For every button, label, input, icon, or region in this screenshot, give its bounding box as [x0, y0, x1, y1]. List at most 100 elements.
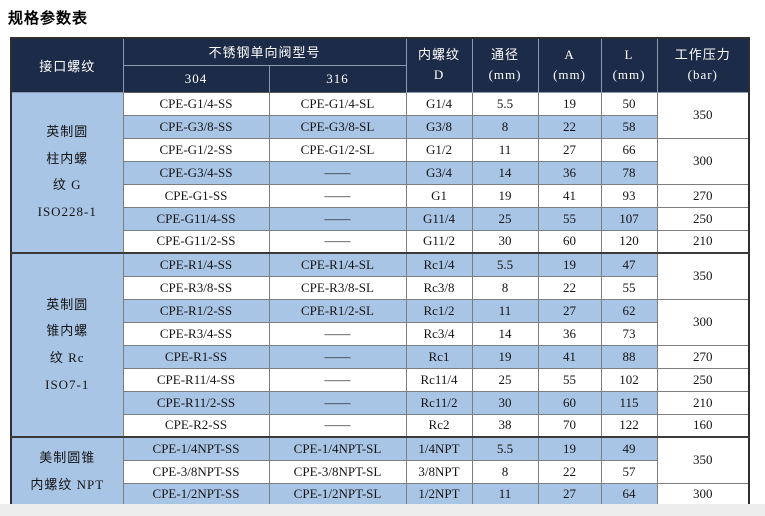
table-row: 英制圆 锥内螺 纹 Rc ISO7-1 CPE-R1/4-SS CPE-R1/4…	[10, 252, 750, 438]
thread-d-cell: G11/2	[405, 229, 473, 254]
dim-a-cell: 27	[537, 298, 602, 323]
dim-l-cell: 122	[600, 413, 658, 438]
pressure-cell: 210	[656, 229, 750, 254]
thread-d-cell: 1/2NPT	[405, 482, 473, 507]
model-304-cell: CPE-G11/2-SS	[122, 229, 270, 254]
model-316-cell: CPE-R3/8-SL	[268, 275, 407, 300]
table-row: CPE-G3/4-SS —— G3/4 14 36 78	[11, 160, 749, 185]
dim-l-cell: 57	[600, 459, 658, 484]
model-304-cell: CPE-R3/8-SS	[122, 275, 270, 300]
thread-d-cell: G1	[405, 183, 473, 208]
dim-l-cell: 58	[600, 114, 658, 139]
header-row-2: 304 316	[11, 64, 749, 93]
table-row: CPE-1/2NPT-SS CPE-1/2NPT-SL 1/2NPT 11 27…	[11, 482, 750, 507]
table-body: 英制圆 柱内螺 纹 G ISO228-1 CPE-G1/4-SS CPE-G1/…	[10, 91, 750, 507]
header-working-pressure: 工作压力 (bar)	[656, 37, 750, 93]
pressure-cell: 210	[656, 390, 750, 415]
model-316-cell: CPE-G1/2-SL	[268, 137, 407, 162]
table-row: CPE-G3/8-SS CPE-G3/8-SL G3/8 8 22 58	[11, 114, 749, 139]
pressure-cell: 270	[656, 183, 750, 208]
bore-cell: 14	[471, 160, 539, 185]
model-316-cell: ——	[268, 160, 407, 185]
thread-d-cell: Rc11/2	[405, 390, 473, 415]
section-label-g: 英制圆 柱内螺 纹 G ISO228-1	[10, 91, 124, 254]
dim-a-cell: 36	[537, 321, 602, 346]
model-304-cell: CPE-1/4NPT-SS	[122, 436, 270, 461]
dim-l-cell: 49	[600, 436, 658, 461]
thread-d-cell: G11/4	[405, 206, 473, 231]
model-316-cell: ——	[268, 344, 407, 369]
dim-l-cell: 120	[600, 229, 658, 254]
header-inner-thread-d: 内螺纹 D	[405, 37, 473, 93]
thread-d-cell: Rc3/8	[405, 275, 473, 300]
thread-d-cell: G3/8	[405, 114, 473, 139]
thread-d-cell: Rc11/4	[405, 367, 473, 392]
bore-cell: 5.5	[471, 91, 539, 116]
model-304-cell: CPE-G1/2-SS	[122, 137, 270, 162]
model-316-cell: ——	[268, 229, 407, 254]
model-316-cell: ——	[268, 367, 407, 392]
pressure-cell: 250	[656, 367, 750, 392]
spec-table: 接口螺纹 不锈钢单向阀型号 内螺纹 D 通径 (mm) A (mm) L (mm…	[10, 37, 751, 507]
model-316-cell: ——	[268, 413, 407, 438]
dim-a-cell: 19	[537, 436, 602, 461]
bore-cell: 11	[471, 482, 539, 507]
header-bore: 通径 (mm)	[471, 37, 539, 93]
bore-cell: 8	[471, 459, 539, 484]
model-304-cell: CPE-G1-SS	[122, 183, 270, 208]
dim-a-cell: 41	[537, 183, 602, 208]
dim-l-cell: 50	[600, 91, 658, 116]
model-304-cell: CPE-R1/4-SS	[122, 252, 270, 277]
dim-l-cell: 66	[600, 137, 658, 162]
bore-cell: 5.5	[471, 436, 539, 461]
thread-d-cell: Rc1/2	[405, 298, 473, 323]
bore-cell: 19	[471, 183, 539, 208]
thread-d-cell: G1/4	[405, 91, 473, 116]
table-row: CPE-R11/4-SS —— Rc11/4 25 55 102 250	[11, 367, 750, 392]
model-304-cell: CPE-G1/4-SS	[122, 91, 270, 116]
dim-a-cell: 55	[537, 367, 602, 392]
model-316-cell: ——	[268, 183, 407, 208]
header-material-304: 304	[122, 64, 270, 93]
header-dim-a: A (mm)	[537, 37, 602, 93]
bore-cell: 30	[471, 229, 539, 254]
section-label-rc: 英制圆 锥内螺 纹 Rc ISO7-1	[10, 252, 124, 438]
model-316-cell: CPE-R1/4-SL	[268, 252, 407, 277]
model-316-cell: ——	[268, 390, 407, 415]
model-304-cell: CPE-R11/4-SS	[122, 367, 270, 392]
model-304-cell: CPE-R1-SS	[122, 344, 270, 369]
bore-cell: 38	[471, 413, 539, 438]
table-row: CPE-R2-SS —— Rc2 38 70 122 160	[11, 413, 750, 438]
bore-cell: 14	[471, 321, 539, 346]
pressure-cell: 270	[656, 344, 750, 369]
header-row-1: 接口螺纹 不锈钢单向阀型号 内螺纹 D 通径 (mm) A (mm) L (mm…	[10, 37, 750, 93]
thread-d-cell: G1/2	[405, 137, 473, 162]
dim-l-cell: 73	[600, 321, 658, 346]
page-title: 规格参数表	[8, 11, 89, 27]
bore-cell: 19	[471, 344, 539, 369]
footer-strip	[0, 504, 765, 516]
dim-l-cell: 107	[600, 206, 658, 231]
table-row: CPE-R3/4-SS —— Rc3/4 14 36 73	[11, 321, 749, 346]
pressure-cell: 350	[656, 252, 750, 300]
bore-cell: 8	[471, 114, 539, 139]
dim-a-cell: 36	[537, 160, 602, 185]
thread-d-cell: Rc1/4	[405, 252, 473, 277]
model-304-cell: CPE-3/8NPT-SS	[122, 459, 270, 484]
bore-cell: 8	[471, 275, 539, 300]
dim-a-cell: 55	[537, 206, 602, 231]
table-row: CPE-R3/8-SS CPE-R3/8-SL Rc3/8 8 22 55	[11, 275, 749, 300]
pressure-cell: 300	[656, 298, 750, 346]
dim-l-cell: 62	[600, 298, 658, 323]
model-304-cell: CPE-R1/2-SS	[122, 298, 270, 323]
thread-d-cell: Rc3/4	[405, 321, 473, 346]
table-row: CPE-R1-SS —— Rc1 19 41 88 270	[11, 344, 750, 369]
thread-d-cell: 3/8NPT	[405, 459, 473, 484]
model-316-cell: CPE-G1/4-SL	[268, 91, 407, 116]
dim-l-cell: 47	[600, 252, 658, 277]
dim-a-cell: 22	[537, 114, 602, 139]
model-316-cell: CPE-R1/2-SL	[268, 298, 407, 323]
dim-a-cell: 27	[537, 482, 602, 507]
dim-a-cell: 60	[537, 229, 602, 254]
dim-a-cell: 60	[537, 390, 602, 415]
